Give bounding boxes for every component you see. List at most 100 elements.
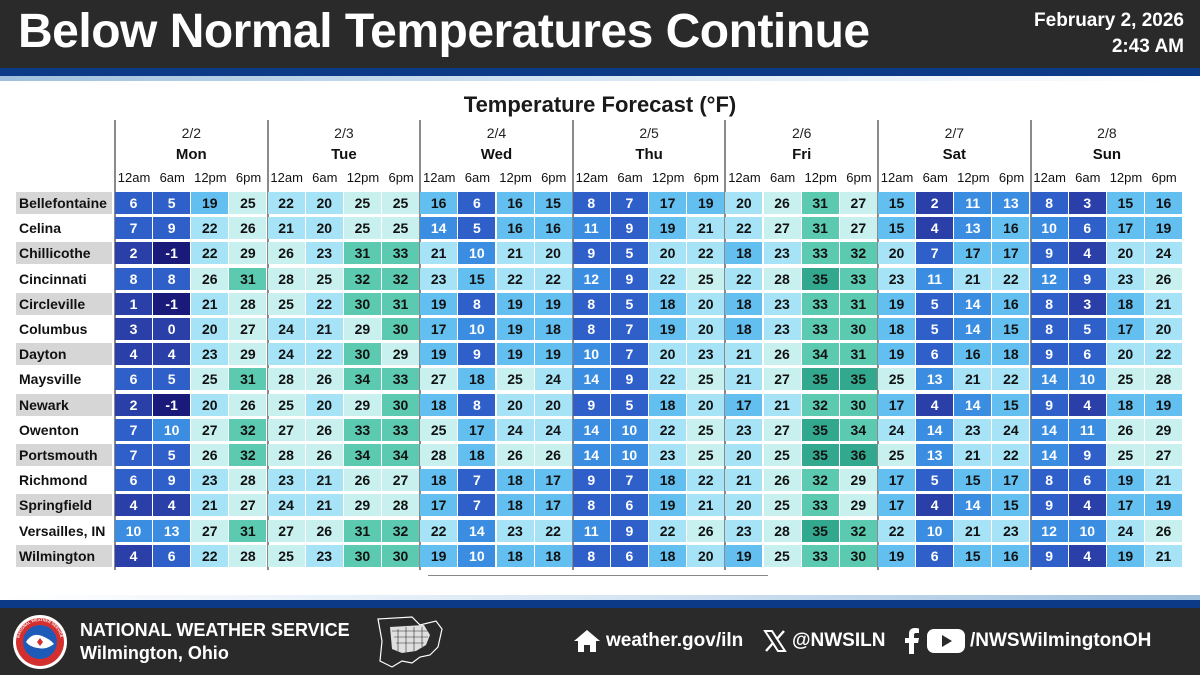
- temperature-cell: 16: [496, 192, 534, 214]
- temperature-cell: 18: [496, 494, 534, 517]
- day-date: 2/4: [486, 125, 507, 141]
- temperature-cell: 29: [839, 494, 877, 517]
- temperature-cell: 22: [267, 192, 305, 214]
- temperature-cell: 12: [572, 267, 610, 290]
- temperature-cell: 4: [115, 494, 152, 517]
- temperature-cell: 10: [572, 343, 610, 366]
- temperature-cell: 9: [1068, 267, 1106, 290]
- temperature-cell: 20: [687, 544, 725, 567]
- temperature-cell: 10: [458, 318, 496, 340]
- day-name: Mon: [175, 146, 207, 163]
- temperature-cell: 19: [420, 343, 458, 366]
- temperature-cell: 24: [1106, 519, 1144, 542]
- temperature-cell: 16: [420, 192, 458, 214]
- temperature-cell: 22: [191, 242, 229, 265]
- temperature-cell: 30: [839, 393, 877, 416]
- temperature-cell: 20: [725, 192, 763, 214]
- temperature-cell: 26: [305, 519, 343, 542]
- temperature-cell: 30: [839, 318, 877, 340]
- temperature-cell: 19: [1106, 469, 1144, 492]
- temperature-cell: 31: [343, 519, 381, 542]
- temperature-cell: 24: [534, 368, 572, 391]
- website-link[interactable]: weather.gov/iln: [572, 626, 743, 656]
- temperature-cell: 14: [1030, 418, 1068, 441]
- temperature-cell: 22: [1145, 343, 1183, 366]
- temperature-cell: 15: [992, 393, 1030, 416]
- city-label: Newark: [16, 393, 112, 416]
- temperature-cell: 22: [649, 267, 687, 290]
- city-label: Maysville: [19, 371, 82, 388]
- temperature-cell: 6: [1068, 343, 1106, 366]
- footer-accent-bar: [0, 600, 1200, 608]
- temperature-cell: 25: [763, 494, 801, 517]
- temperature-cell: 22: [534, 519, 572, 542]
- temperature-cell: 21: [267, 217, 305, 240]
- cwa-map-icon: [372, 611, 448, 673]
- temperature-cell: 31: [801, 217, 839, 240]
- temperature-cell: 23: [763, 242, 801, 265]
- temperature-cell: 21: [954, 368, 992, 391]
- city-label: Bellefontaine: [16, 192, 112, 214]
- temperature-cell: -1: [153, 242, 191, 265]
- temperature-cell: 23: [725, 519, 763, 542]
- temperature-cell: 34: [839, 418, 877, 441]
- temperature-cell: 23: [725, 418, 763, 441]
- x-handle-text: @NWSILN: [792, 630, 886, 651]
- temperature-cell: 30: [343, 544, 381, 567]
- temperature-cell: 20: [191, 318, 229, 340]
- temperature-cell: 25: [343, 217, 381, 240]
- temperature-cell: 9: [610, 217, 648, 240]
- time-label: 6pm: [1151, 170, 1177, 185]
- temperature-cell: 18: [458, 368, 496, 391]
- temperature-cell: 31: [801, 192, 839, 214]
- temperature-cell: 9: [572, 469, 610, 492]
- temperature-cell: 11: [572, 217, 610, 240]
- temperature-cell: 24: [534, 418, 572, 441]
- temperature-cell: 26: [763, 469, 801, 492]
- temperature-cell: 28: [267, 444, 305, 466]
- day-date: 2/5: [639, 125, 659, 141]
- temperature-cell: 16: [1145, 192, 1183, 214]
- temperature-cell: 32: [382, 267, 420, 290]
- temperature-cell: 9: [1030, 544, 1068, 567]
- temperature-cell: 27: [1145, 444, 1183, 466]
- day-name: Fri: [792, 146, 812, 163]
- temperature-cell: 28: [763, 267, 801, 290]
- temperature-cell: 9: [610, 267, 648, 290]
- temperature-cell: 19: [534, 292, 572, 315]
- temperature-cell: 10: [1068, 368, 1106, 391]
- temperature-cell: 20: [534, 393, 572, 416]
- temperature-cell: 4: [916, 217, 954, 240]
- temperature-cell: 26: [305, 444, 343, 466]
- temperature-cell: 2: [115, 242, 152, 265]
- temperature-cell: 7: [610, 192, 648, 214]
- temperature-cell: 22: [687, 469, 725, 492]
- temperature-cell: 23: [496, 519, 534, 542]
- temperature-cell: 11: [1068, 418, 1106, 441]
- temperature-cell: 18: [496, 469, 534, 492]
- time-label: 12pm: [346, 170, 380, 185]
- bottom-divider: [428, 575, 768, 576]
- facebook-youtube-link[interactable]: /NWSWilmingtonOH: [902, 626, 1151, 656]
- temperature-cell: 6: [916, 544, 954, 567]
- temperature-cell: 22: [725, 217, 763, 240]
- time-label: 6am: [464, 170, 491, 185]
- temperature-cell: 19: [649, 217, 687, 240]
- temperature-cell: 18: [1106, 393, 1144, 416]
- temperature-cell: 28: [1145, 368, 1183, 391]
- time-label: 12am: [117, 170, 151, 185]
- x-link[interactable]: @NWSILN: [762, 626, 885, 656]
- temperature-cell: 17: [1106, 318, 1144, 340]
- temperature-cell: 8: [1030, 469, 1068, 492]
- temperature-cell: 26: [534, 444, 572, 466]
- temperature-cell: 19: [496, 343, 534, 366]
- temperature-cell: 22: [649, 368, 687, 391]
- temperature-cell: 25: [267, 393, 305, 416]
- temperature-cell: 25: [191, 368, 229, 391]
- temperature-cell: 25: [687, 267, 725, 290]
- temperature-cell: 6: [1068, 217, 1106, 240]
- temperature-cell: 20: [1145, 318, 1183, 340]
- page-title: Below Normal Temperatures Continue: [18, 5, 870, 58]
- temperature-cell: 21: [1145, 292, 1183, 315]
- temperature-cell: 5: [610, 393, 648, 416]
